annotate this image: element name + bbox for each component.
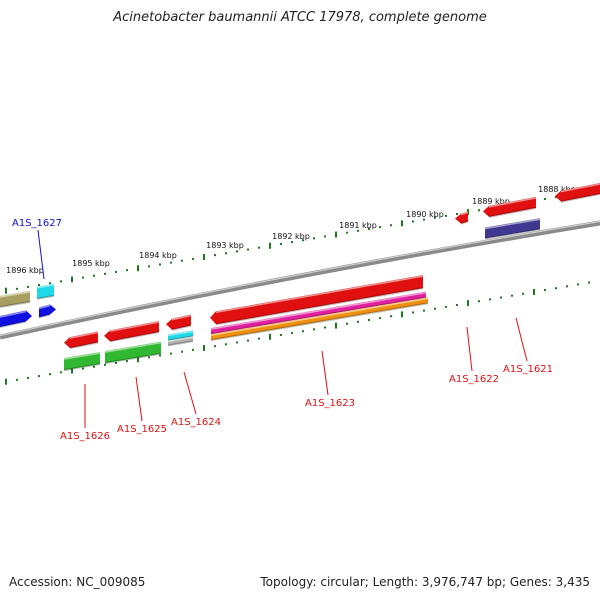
feature-green-1625[interactable] [104, 341, 162, 365]
gene-label[interactable]: A1S_1625 [117, 424, 167, 435]
ruler-label: 1890 kbp [406, 210, 444, 219]
feature-grey-1624[interactable] [167, 336, 194, 347]
ruler-label: 1892 kbp [272, 232, 310, 241]
gene-label[interactable]: A1S_1626 [60, 431, 110, 442]
feature-cyan[interactable] [36, 283, 55, 300]
gene-leader-line [515, 317, 528, 362]
backbone-highlight [0, 220, 600, 337]
gene-label[interactable]: A1S_1622 [449, 374, 499, 385]
gene-label[interactable]: A1S_1623 [305, 398, 355, 409]
ruler-label: 1894 kbp [139, 251, 177, 260]
gene-label[interactable]: A1S_1624 [171, 417, 221, 428]
gene-leader-line [37, 229, 45, 280]
label-layer: A1S_1627 A1S_1626 A1S_1625 A1S_1624 A1S_1623… [12, 218, 553, 442]
genome-backbone [0, 220, 600, 340]
ruler-label: 1888 kbp [538, 185, 576, 194]
ruler-label: 1889 kbp [472, 197, 510, 206]
feature-blue-small[interactable] [38, 304, 56, 319]
feature-red[interactable] [483, 196, 537, 218]
gene-label[interactable]: A1S_1627 [12, 218, 62, 229]
ruler-label: 1896 kbp [6, 266, 44, 275]
feature-orange-1623[interactable] [210, 297, 429, 342]
ruler-label: 1895 kbp [72, 259, 110, 268]
map-title: Acinetobacter baumannii ATCC 17978, comp… [113, 10, 487, 25]
ruler-label: 1893 kbp [206, 241, 244, 250]
feature-olive[interactable] [0, 290, 31, 308]
gene-label[interactable]: A1S_1621 [503, 364, 553, 375]
gene-leader-line [466, 326, 473, 372]
accession-text: Accession: NC_009085 [9, 575, 146, 589]
topology-summary: Topology: circular; Length: 3,976,747 bp… [260, 575, 590, 589]
feature-red-edge[interactable] [555, 183, 600, 203]
gene-leader-line [135, 376, 143, 422]
gene-leader-line [183, 371, 197, 415]
feature-red-small[interactable] [455, 211, 469, 225]
feature-blue[interactable] [0, 310, 32, 328]
feature-red-1626[interactable] [64, 331, 99, 350]
feature-green-1626[interactable] [63, 352, 101, 372]
feature-layer[interactable] [0, 183, 600, 372]
feature-red-1624[interactable] [166, 314, 192, 331]
ruler-label: 1891 kbp [339, 221, 377, 230]
feature-red-1625[interactable] [104, 320, 160, 343]
backbone-layer [0, 220, 600, 340]
feature-navy[interactable] [484, 218, 541, 240]
gene-leader-line [321, 350, 329, 396]
tick-layer: 1888 kbp 1889 kbp 1890 kbp 1891 kbp 1892 kbp… [5, 185, 590, 385]
feature-red-1623[interactable] [210, 275, 424, 326]
